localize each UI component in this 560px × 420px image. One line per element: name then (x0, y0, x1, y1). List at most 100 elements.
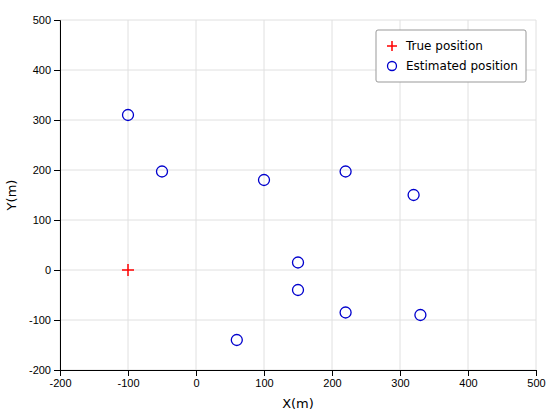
legend-label: True position (405, 39, 483, 53)
grid-line-y (60, 320, 536, 321)
tick-mark (54, 120, 60, 121)
tick-label: 500 (33, 14, 51, 26)
point-group (408, 190, 419, 201)
tick-label: 100 (255, 377, 273, 389)
grid-line-y (60, 220, 536, 221)
tick: 400 (459, 370, 477, 389)
tick-mark (54, 270, 60, 271)
point-group (293, 285, 304, 296)
y-axis: -200 -100 0 100 200 300 400 500 (29, 14, 61, 376)
legend-item: Estimated position (388, 59, 518, 73)
grid-line-x (332, 20, 333, 370)
point-group (340, 166, 351, 177)
tick-mark (54, 370, 60, 371)
point-group (231, 335, 242, 346)
tick-label: 0 (45, 264, 51, 276)
tick: 0 (45, 264, 60, 276)
tick: 200 (323, 370, 341, 389)
axis-line (61, 371, 537, 377)
tick-label: -100 (29, 314, 51, 326)
tick-label: 400 (459, 377, 477, 389)
point (415, 310, 426, 321)
tick-mark (54, 320, 60, 321)
tick-mark (264, 370, 265, 376)
plot: -200 -100 0 100 200 300 400 500 -200 -100 0 100 200 3… (29, 14, 546, 389)
x-axis-title: X(m) (282, 396, 314, 411)
tick: -100 (29, 314, 60, 326)
legend-box (376, 30, 526, 82)
grid-line-x (196, 20, 197, 370)
grid-line-x (264, 20, 265, 370)
tick-mark (128, 370, 129, 376)
point (231, 335, 242, 346)
tick-mark (332, 370, 333, 376)
point-group (259, 175, 270, 186)
y-axis-title: Y(m) (4, 180, 19, 212)
grid-line-y (60, 20, 536, 21)
tick-label: 300 (33, 114, 51, 126)
grid (60, 20, 536, 370)
tick-mark (196, 370, 197, 376)
legend-marker (388, 62, 397, 71)
point-group (415, 310, 426, 321)
grid-line-x (128, 20, 129, 370)
points (122, 110, 426, 346)
series (123, 110, 426, 346)
tick-mark (400, 370, 401, 376)
chart: -200 -100 0 100 200 300 400 500 -200 -100 0 100 200 3… (0, 0, 560, 420)
legend-item: True position (387, 39, 483, 53)
series (122, 264, 134, 276)
grid-line-y (60, 170, 536, 171)
tick: 300 (391, 370, 409, 389)
axis-line (54, 21, 61, 371)
tick-label: 500 (527, 377, 545, 389)
legend-marker-group (388, 62, 397, 71)
point (340, 307, 351, 318)
point-group (157, 166, 168, 177)
x-axis: -200 -100 0 100 200 300 400 500 (49, 370, 545, 389)
tick: 300 (33, 114, 60, 126)
point-group (123, 110, 134, 121)
tick: 200 (33, 164, 60, 176)
legend-marker (387, 41, 397, 51)
tick-label: 0 (193, 377, 199, 389)
point (293, 285, 304, 296)
tick-label: -100 (117, 377, 139, 389)
tick: 500 (33, 14, 60, 26)
tick: 100 (255, 370, 273, 389)
tick-label: 100 (33, 214, 51, 226)
tick-mark (54, 220, 60, 221)
point-group (340, 307, 351, 318)
grid-line-x (536, 20, 537, 370)
tick: 0 (193, 370, 199, 389)
point (157, 166, 168, 177)
point-group (293, 257, 304, 268)
point (408, 190, 419, 201)
tick-mark (54, 70, 60, 71)
tick-label: -200 (49, 377, 71, 389)
point (123, 110, 134, 121)
tick-mark (54, 20, 60, 21)
legend-label: Estimated position (406, 59, 518, 73)
point (340, 166, 351, 177)
tick: 500 (527, 370, 545, 389)
tick-label: 400 (33, 64, 51, 76)
tick-label: 300 (391, 377, 409, 389)
legend-marker-group (387, 41, 397, 51)
point (259, 175, 270, 186)
tick: -200 (29, 364, 60, 376)
point (122, 264, 134, 276)
tick-label: 200 (323, 377, 341, 389)
tick-label: 200 (33, 164, 51, 176)
tick: -200 (49, 370, 71, 389)
point-group (122, 264, 134, 276)
point (293, 257, 304, 268)
tick: 400 (33, 64, 60, 76)
tick-label: -200 (29, 364, 51, 376)
tick-mark (536, 370, 537, 376)
tick-mark (54, 170, 60, 171)
tick-mark (468, 370, 469, 376)
tick: -100 (117, 370, 139, 389)
legend: True position Estimated position (376, 30, 526, 82)
tick: 100 (33, 214, 60, 226)
